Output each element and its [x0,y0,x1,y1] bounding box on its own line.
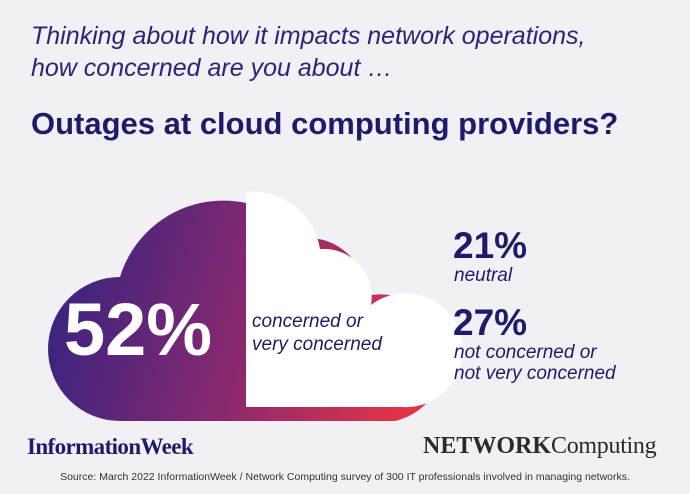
slice-label-concerned-line-1: concerned or [252,311,364,332]
slice-label-concerned: concerned or very concerned [252,311,383,355]
slice-label-neutral-line-1: neutral [454,265,513,286]
networkcomputing-logo-regular: Computing [551,433,657,459]
networkcomputing-logo: NETWORKComputing [423,433,657,460]
slice-value-not-concerned: 27% [453,302,527,343]
chart-title: Outages at cloud computing providers? [31,106,619,141]
slice-label-concerned-line-2: very concerned [252,334,383,355]
slice-label-not-concerned-line-2: not very concerned [454,363,617,384]
subtitle-line-2: how concerned are you about … [31,54,393,82]
cloud-inner-white [246,191,463,408]
subtitle-line-1: Thinking about how it impacts network op… [31,22,586,50]
slice-label-neutral: neutral [454,265,513,286]
slice-value-neutral: 21% [453,225,527,266]
subtitle: Thinking about how it impacts network op… [31,20,671,84]
networkcomputing-logo-bold: NETWORK [423,433,552,459]
informationweek-logo: InformationWeek [27,434,194,459]
slice-label-not-concerned-line-1: not concerned or [454,342,597,363]
slice-value-concerned: 52% [64,288,212,371]
slice-label-not-concerned: not concerned or not very concerned [454,342,617,384]
source-note: Source: March 2022 InformationWeek / Net… [60,471,630,483]
